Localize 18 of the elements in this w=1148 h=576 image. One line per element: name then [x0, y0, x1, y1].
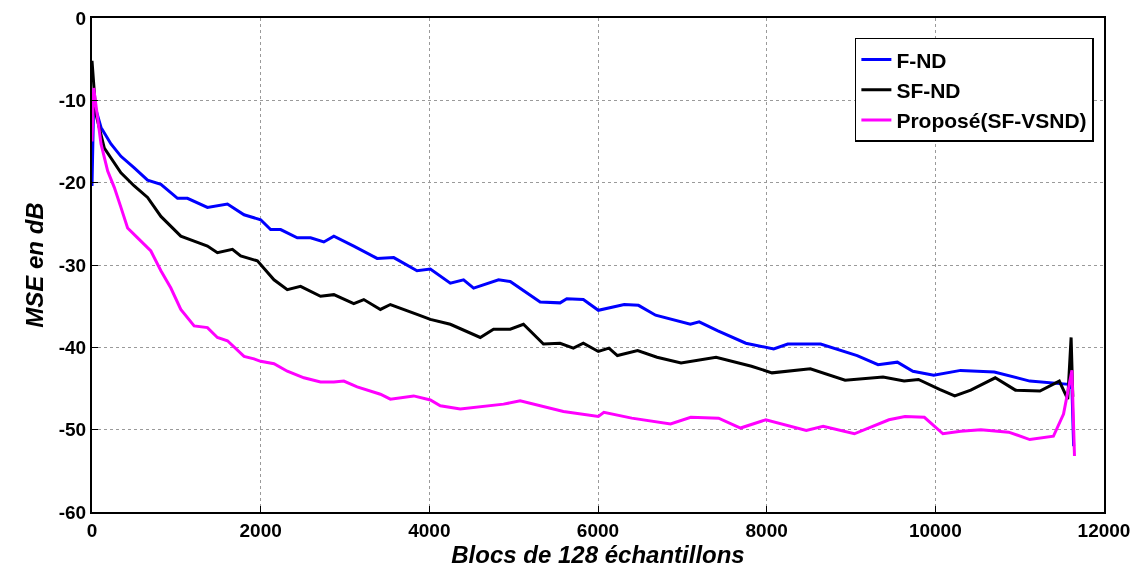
- y-tick-label: -10: [58, 89, 87, 111]
- y-tick-label: -40: [58, 336, 87, 358]
- y-tick-label: -20: [58, 172, 87, 194]
- legend-label: F-ND: [896, 48, 947, 72]
- x-axis-title: Blocs de 128 échantillons: [451, 540, 745, 568]
- legend-label: Proposé(SF-VSND): [896, 109, 1087, 133]
- x-tick-label: 4000: [408, 519, 451, 541]
- y-tick-label: -50: [58, 419, 87, 441]
- y-tick-label: 0: [75, 7, 87, 29]
- legend-label: SF-ND: [896, 78, 961, 102]
- x-tick-label: 6000: [576, 519, 620, 541]
- x-tick-label: 12000: [1077, 519, 1131, 541]
- y-tick-label: -30: [58, 254, 87, 276]
- y-axis-title: MSE en dB: [21, 202, 49, 328]
- x-tick-label: 10000: [908, 519, 962, 541]
- x-tick-label: 8000: [745, 519, 788, 541]
- x-tick-label: 2000: [239, 519, 282, 541]
- y-tick-label: -60: [58, 501, 87, 523]
